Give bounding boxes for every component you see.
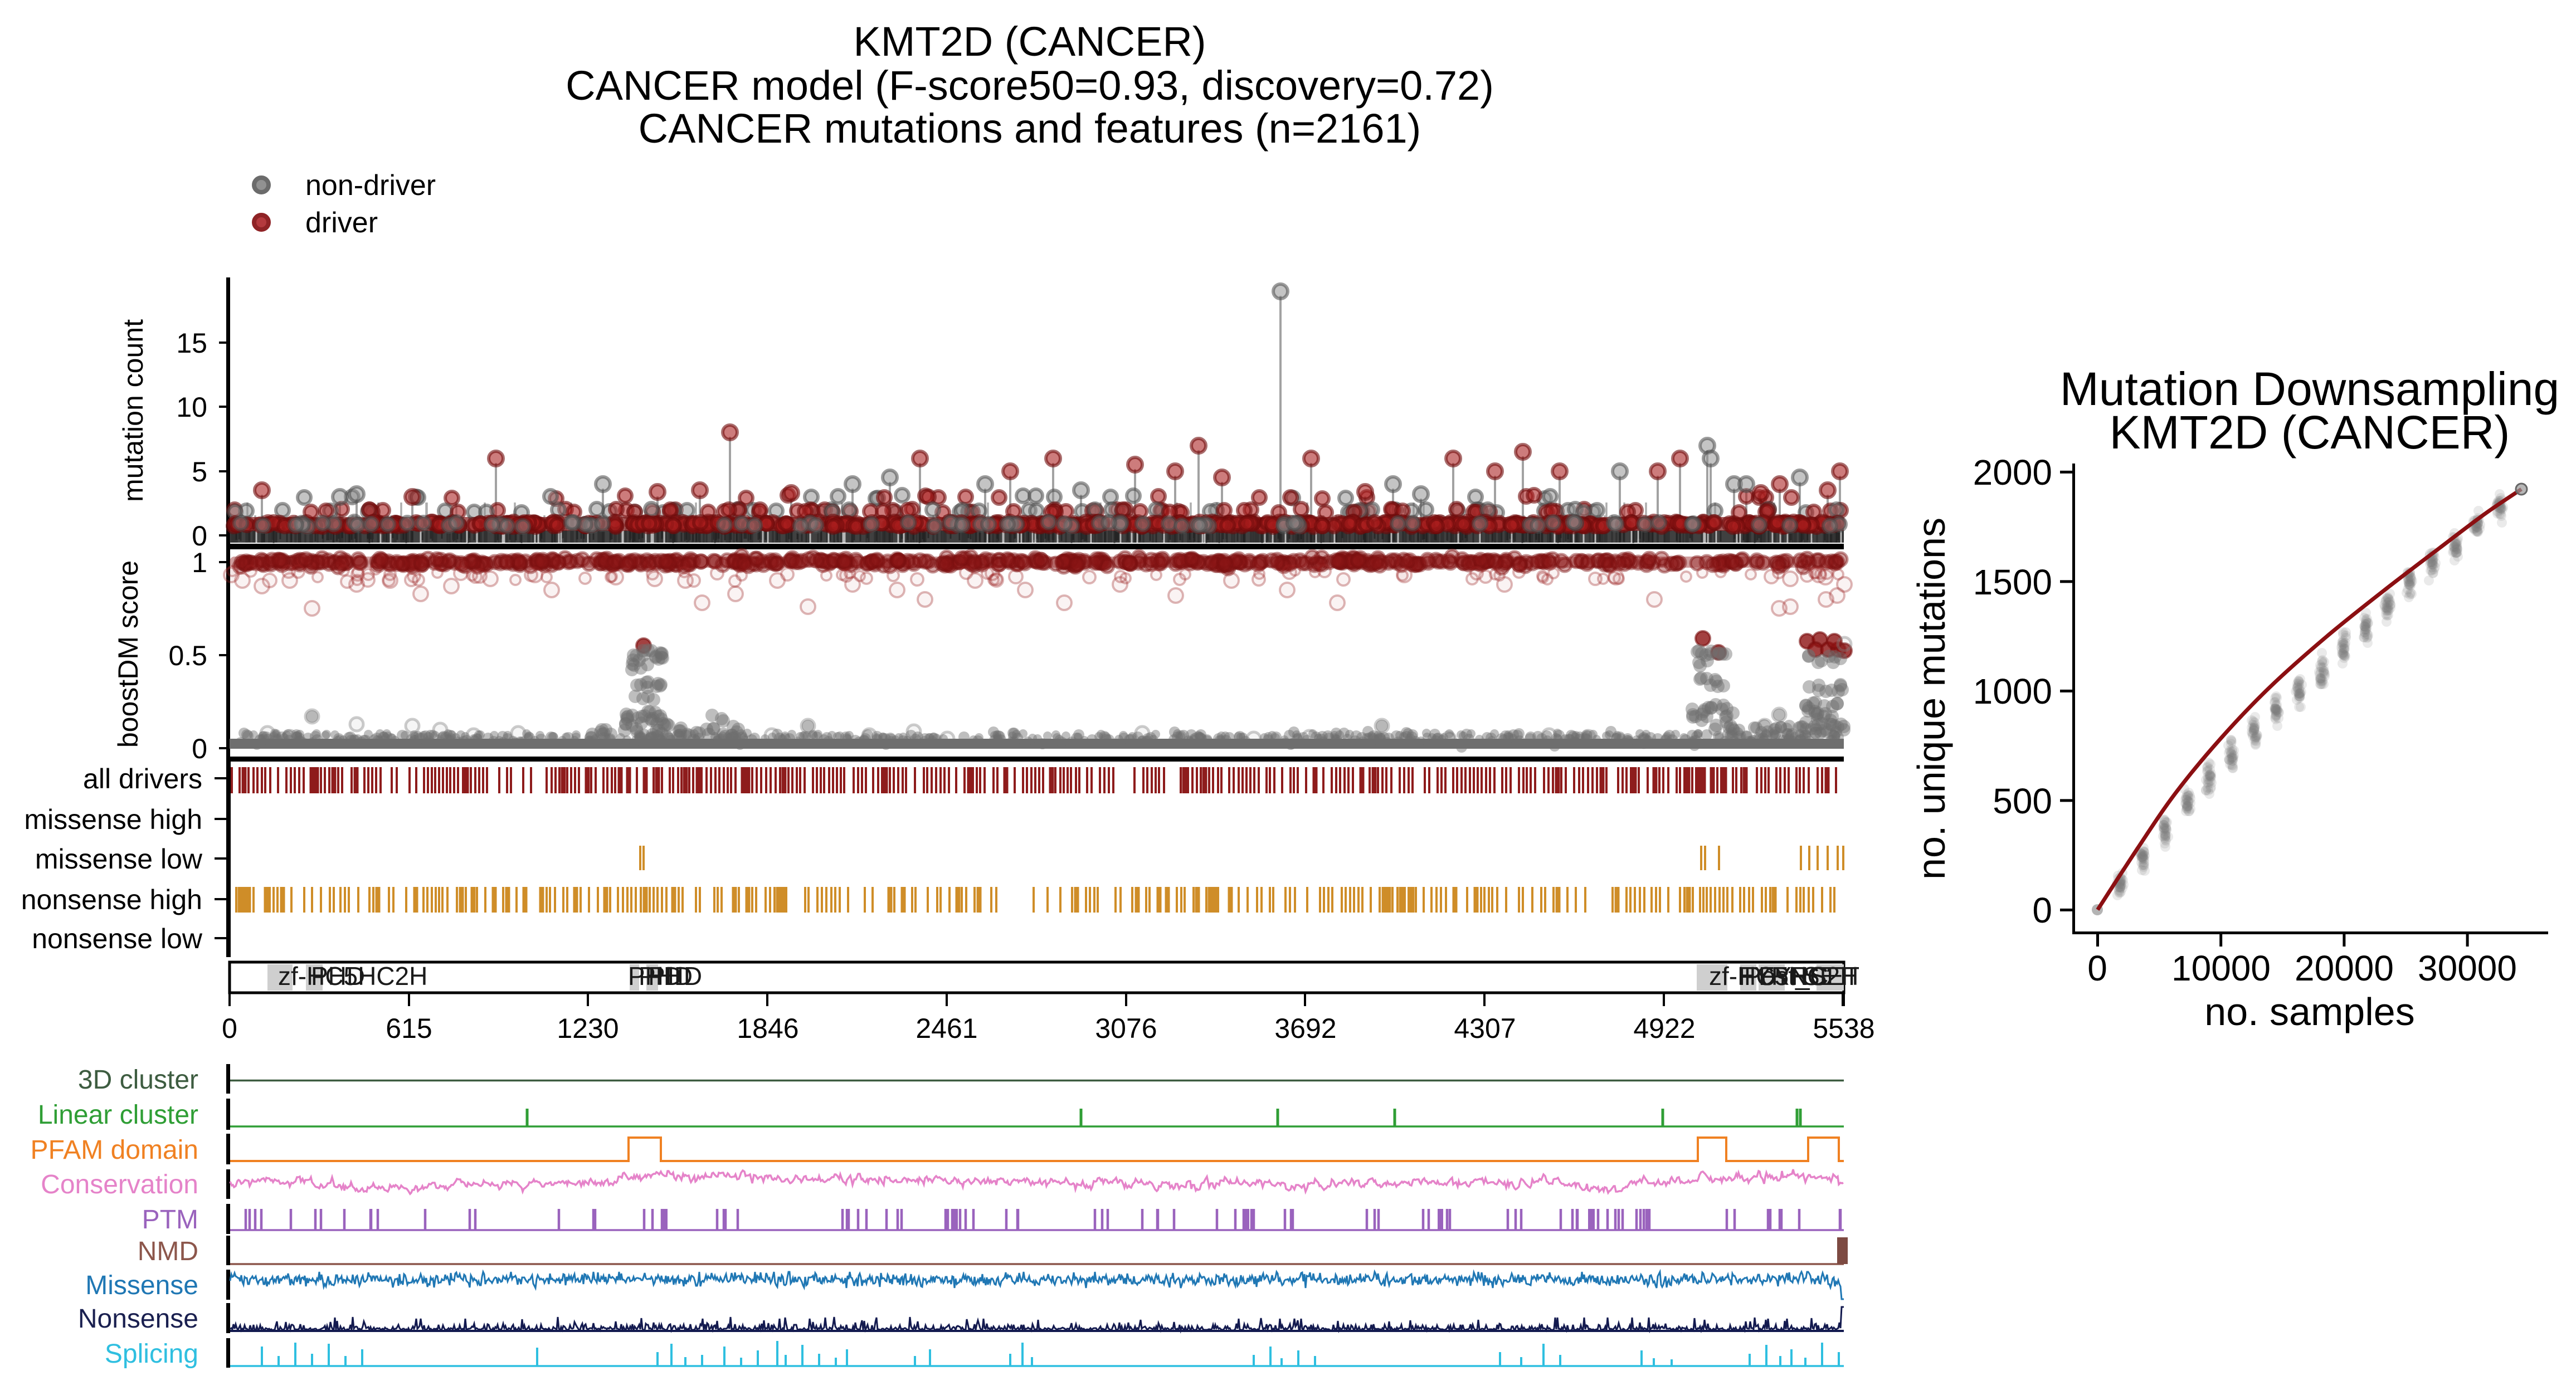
svg-text:Post_SET: Post_SET	[1744, 962, 1859, 991]
svg-text:Missense: Missense	[85, 1271, 198, 1300]
svg-text:5538: 5538	[1813, 1013, 1874, 1044]
svg-text:3D cluster: 3D cluster	[78, 1065, 198, 1095]
svg-text:PHD: PHD	[628, 962, 682, 991]
svg-text:SET: SET	[1803, 962, 1852, 991]
svg-text:3076: 3076	[1095, 1013, 1157, 1044]
svg-text:Nonsense: Nonsense	[78, 1304, 198, 1334]
svg-text:1: 1	[192, 547, 207, 578]
svg-text:20000: 20000	[2295, 948, 2394, 988]
svg-text:4307: 4307	[1454, 1013, 1516, 1044]
svg-text:4922: 4922	[1633, 1013, 1695, 1044]
svg-text:PTM: PTM	[142, 1205, 198, 1235]
svg-text:500: 500	[1993, 781, 2052, 821]
svg-text:Conservation: Conservation	[41, 1170, 198, 1199]
svg-text:nonsense low: nonsense low	[32, 923, 203, 954]
svg-text:missense high: missense high	[24, 804, 202, 835]
svg-text:zf-HC5HC2H: zf-HC5HC2H	[278, 962, 427, 991]
svg-text:all drivers: all drivers	[83, 763, 202, 794]
svg-text:10: 10	[176, 392, 207, 423]
svg-text:nonsense high: nonsense high	[21, 884, 202, 915]
svg-text:no. samples: no. samples	[2204, 990, 2414, 1033]
svg-text:FYRC: FYRC	[1759, 962, 1828, 991]
svg-text:1500: 1500	[1973, 562, 2052, 602]
svg-text:10000: 10000	[2171, 948, 2271, 988]
svg-text:0: 0	[222, 1013, 237, 1044]
svg-text:30000: 30000	[2418, 948, 2517, 988]
svg-text:0.5: 0.5	[168, 640, 207, 671]
svg-text:mutation count: mutation count	[118, 319, 149, 502]
svg-text:Mutation Downsampling: Mutation Downsampling	[2060, 363, 2559, 415]
svg-text:KMT2D (CANCER): KMT2D (CANCER)	[853, 18, 1206, 65]
svg-text:missense low: missense low	[35, 843, 203, 875]
svg-text:PHD: PHD	[639, 962, 693, 991]
svg-text:CANCER mutations and features: CANCER mutations and features (n=2161)	[639, 105, 1421, 152]
svg-text:2000: 2000	[1973, 452, 2052, 492]
svg-text:1230: 1230	[557, 1013, 619, 1044]
svg-text:15: 15	[176, 328, 207, 359]
svg-text:1846: 1846	[737, 1013, 798, 1044]
svg-text:615: 615	[386, 1013, 432, 1044]
svg-text:KMT2D (CANCER): KMT2D (CANCER)	[2110, 406, 2510, 458]
svg-text:3692: 3692	[1274, 1013, 1336, 1044]
svg-text:PHD: PHD	[648, 962, 702, 991]
svg-text:zf-HC5HC2H: zf-HC5HC2H	[1709, 962, 1858, 991]
svg-text:0: 0	[192, 733, 207, 764]
svg-text:0: 0	[192, 520, 207, 552]
svg-text:1000: 1000	[1973, 671, 2052, 711]
svg-text:NMD: NMD	[138, 1237, 198, 1266]
svg-text:FYRN: FYRN	[1739, 962, 1808, 991]
svg-text:non-driver: non-driver	[305, 169, 436, 202]
svg-text:PHD: PHD	[311, 962, 365, 991]
svg-text:Splicing: Splicing	[105, 1339, 198, 1369]
svg-text:0: 0	[2032, 890, 2052, 930]
svg-text:no. unique mutations: no. unique mutations	[1910, 518, 1953, 880]
svg-text:5: 5	[192, 456, 207, 487]
svg-text:2461: 2461	[916, 1013, 977, 1044]
svg-text:0: 0	[2087, 948, 2107, 988]
svg-text:PFAM domain: PFAM domain	[31, 1135, 198, 1165]
svg-text:driver: driver	[305, 207, 378, 239]
svg-text:boostDM score: boostDM score	[113, 560, 144, 748]
svg-text:CANCER model (F-score50=0.93,: CANCER model (F-score50=0.93, discovery=…	[566, 62, 1494, 109]
svg-text:Linear cluster: Linear cluster	[38, 1100, 198, 1130]
